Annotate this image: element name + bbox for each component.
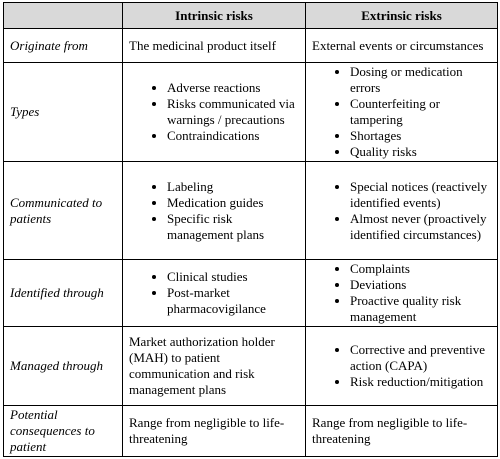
bullet-item: Counterfeiting or tampering <box>350 96 491 128</box>
bullet-list: Special notices (reactively identified e… <box>312 179 491 243</box>
corner-cell <box>3 2 123 29</box>
table-row: Identified throughClinical studiesPost-m… <box>3 259 498 327</box>
bullet-item: Clinical studies <box>167 269 299 285</box>
bullet-list: Adverse reactionsRisks communicated via … <box>129 80 299 144</box>
table-row: Potential consequences to patient Range f… <box>3 405 498 457</box>
bullet-item: Almost never (proactively identified cir… <box>350 211 491 243</box>
bullet-list: Clinical studiesPost-market pharmacovigi… <box>129 269 299 317</box>
list-cell: ComplaintsDeviationsProactive quality ri… <box>305 259 498 327</box>
text-cell: Market authorization holder (MAH) to pat… <box>122 326 306 406</box>
row-label: Originate from <box>3 28 123 63</box>
bullet-item: Special notices (reactively identified e… <box>350 179 491 211</box>
bullet-item: Contraindications <box>167 128 299 144</box>
list-cell: Dosing or medication errorsCounterfeitin… <box>305 62 498 162</box>
bullet-list: ComplaintsDeviationsProactive quality ri… <box>312 261 491 325</box>
bullet-item: Dosing or medication errors <box>350 64 491 96</box>
row-label: Identified through <box>3 259 123 327</box>
row-label: Managed through <box>3 326 123 406</box>
list-cell: Special notices (reactively identified e… <box>305 161 498 260</box>
text-cell: The medicinal product itself <box>122 28 306 63</box>
table-row: Communicated to patientsLabelingMedicati… <box>3 161 498 260</box>
table-row: TypesAdverse reactionsRisks communicated… <box>3 62 498 162</box>
bullet-item: Labeling <box>167 179 299 195</box>
list-cell: LabelingMedication guidesSpecific risk m… <box>122 161 306 260</box>
bullet-item: Complaints <box>350 261 491 277</box>
bullet-item: Medication guides <box>167 195 299 211</box>
risk-table: Intrinsic risks Extrinsic risks Originat… <box>3 2 498 457</box>
table-row: Originate from The medicinal product itse… <box>3 28 498 63</box>
header-row: Intrinsic risks Extrinsic risks <box>3 2 498 29</box>
row-label: Potential consequences to patient <box>3 405 123 457</box>
row-label: Types <box>3 62 123 162</box>
bullet-list: Corrective and preventive action (CAPA)R… <box>312 342 491 390</box>
text-cell: External events or circumstances <box>305 28 498 63</box>
row-label: Communicated to patients <box>3 161 123 260</box>
header-cell: Extrinsic risks <box>305 2 498 29</box>
header-cell: Intrinsic risks <box>122 2 306 29</box>
bullet-item: Shortages <box>350 128 491 144</box>
bullet-item: Risks communicated via warnings / precau… <box>167 96 299 128</box>
bullet-item: Proactive quality risk management <box>350 293 491 325</box>
text-cell: Range from negligible to life-threatenin… <box>122 405 306 457</box>
bullet-item: Specific risk management plans <box>167 211 299 243</box>
bullet-list: Dosing or medication errorsCounterfeitin… <box>312 64 491 160</box>
bullet-item: Post-market pharmacovigilance <box>167 285 299 317</box>
text-cell: Range from negligible to life-threatenin… <box>305 405 498 457</box>
bullet-item: Adverse reactions <box>167 80 299 96</box>
list-cell: Corrective and preventive action (CAPA)R… <box>305 326 498 406</box>
table-body: Originate from The medicinal product itse… <box>3 28 498 457</box>
bullet-item: Corrective and preventive action (CAPA) <box>350 342 491 374</box>
list-cell: Clinical studiesPost-market pharmacovigi… <box>122 259 306 327</box>
bullet-item: Quality risks <box>350 144 491 160</box>
list-cell: Adverse reactionsRisks communicated via … <box>122 62 306 162</box>
bullet-item: Risk reduction/mitigation <box>350 374 491 390</box>
table-row: Managed through Market authorization hold… <box>3 326 498 406</box>
bullet-list: LabelingMedication guidesSpecific risk m… <box>129 179 299 243</box>
bullet-item: Deviations <box>350 277 491 293</box>
